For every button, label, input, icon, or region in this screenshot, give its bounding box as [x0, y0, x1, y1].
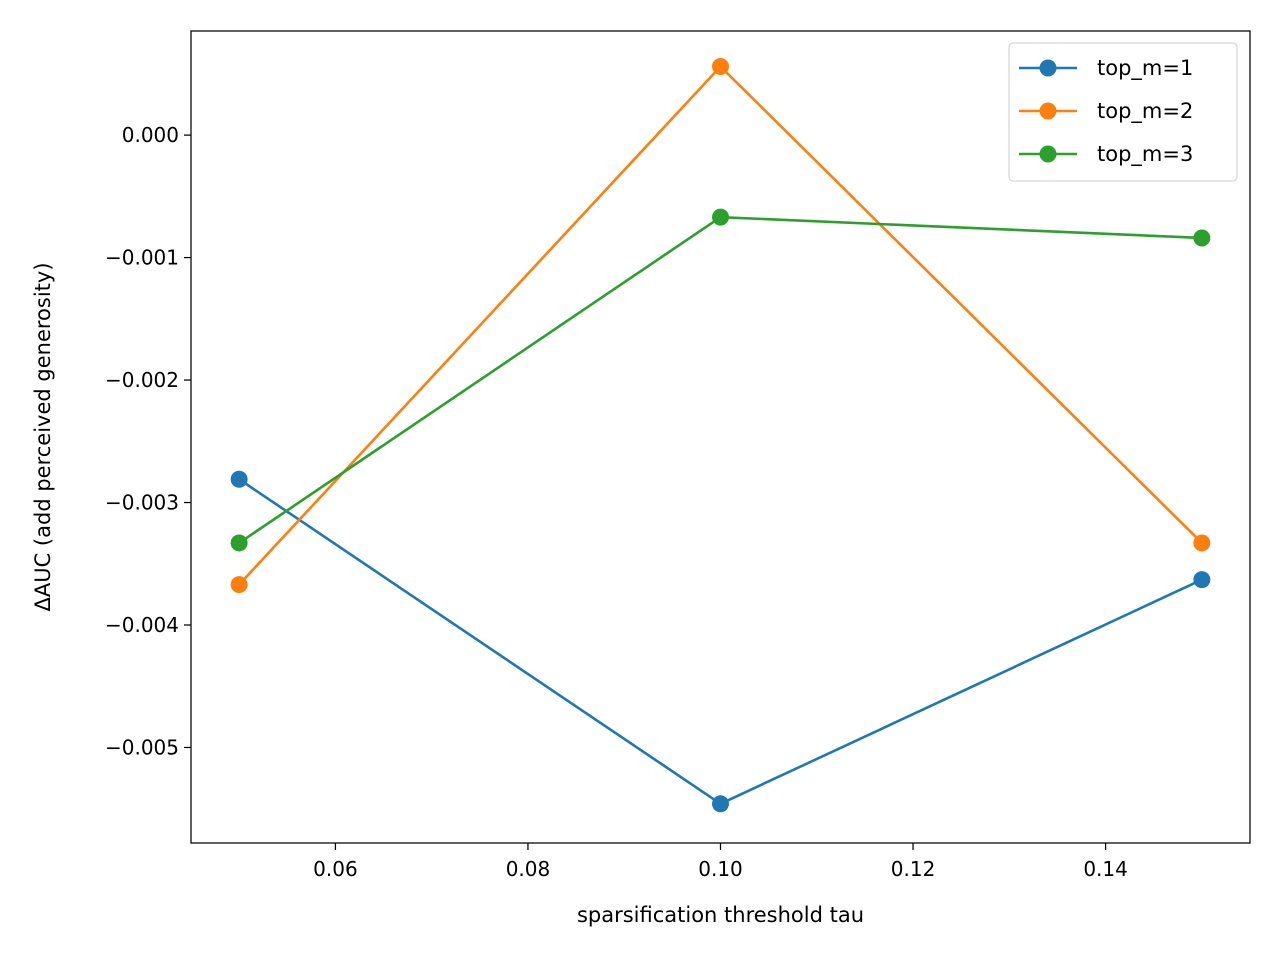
series-top_m=2: [230, 58, 1211, 594]
x-tick-label: 0.08: [506, 857, 551, 881]
legend-marker: [1039, 59, 1057, 77]
x-tick-label: 0.10: [698, 857, 743, 881]
data-point: [1193, 571, 1211, 589]
legend-item: top_m=3: [1019, 142, 1193, 167]
x-axis: 0.06 0.08 0.10 0.12 0.14: [313, 843, 1128, 881]
data-point: [230, 576, 248, 594]
legend-label: top_m=3: [1097, 142, 1193, 167]
data-point: [712, 58, 729, 76]
legend: top_m=1 top_m=2 top_m=3: [1008, 42, 1238, 182]
y-tick-label: −0.004: [105, 613, 179, 637]
y-tick-label: −0.005: [105, 735, 179, 759]
data-point: [712, 795, 729, 813]
y-axis-label: ΔAUC (add perceived generosity): [31, 262, 55, 611]
x-tick-label: 0.14: [1083, 857, 1128, 881]
y-tick-label: −0.003: [105, 491, 179, 515]
legend-label: top_m=1: [1097, 56, 1193, 81]
series-top_m=3: [230, 208, 1211, 552]
y-tick-label: 0.000: [122, 123, 179, 147]
legend-item: top_m=1: [1019, 56, 1193, 81]
data-point: [230, 534, 248, 552]
legend-marker: [1039, 145, 1057, 163]
legend-item: top_m=2: [1019, 99, 1193, 124]
legend-items: top_m=1 top_m=2 top_m=3: [1019, 56, 1193, 167]
x-tick-label: 0.06: [313, 857, 358, 881]
y-axis: 0.000 −0.001 −0.002 −0.003 −0.004 −0.005: [105, 123, 191, 759]
y-tick-label: −0.002: [105, 368, 179, 392]
legend-marker: [1039, 102, 1057, 120]
x-axis-label: sparsification threshold tau: [577, 903, 864, 927]
data-point: [1193, 229, 1211, 247]
x-tick-label: 0.12: [891, 857, 936, 881]
data-point: [230, 470, 248, 488]
legend-box: [1008, 42, 1238, 182]
series-layer: [230, 58, 1211, 813]
y-tick-label: −0.001: [105, 246, 179, 270]
series-top_m=1: [230, 470, 1211, 813]
data-point: [712, 208, 729, 226]
legend-label: top_m=2: [1097, 99, 1193, 124]
data-point: [1193, 534, 1211, 552]
